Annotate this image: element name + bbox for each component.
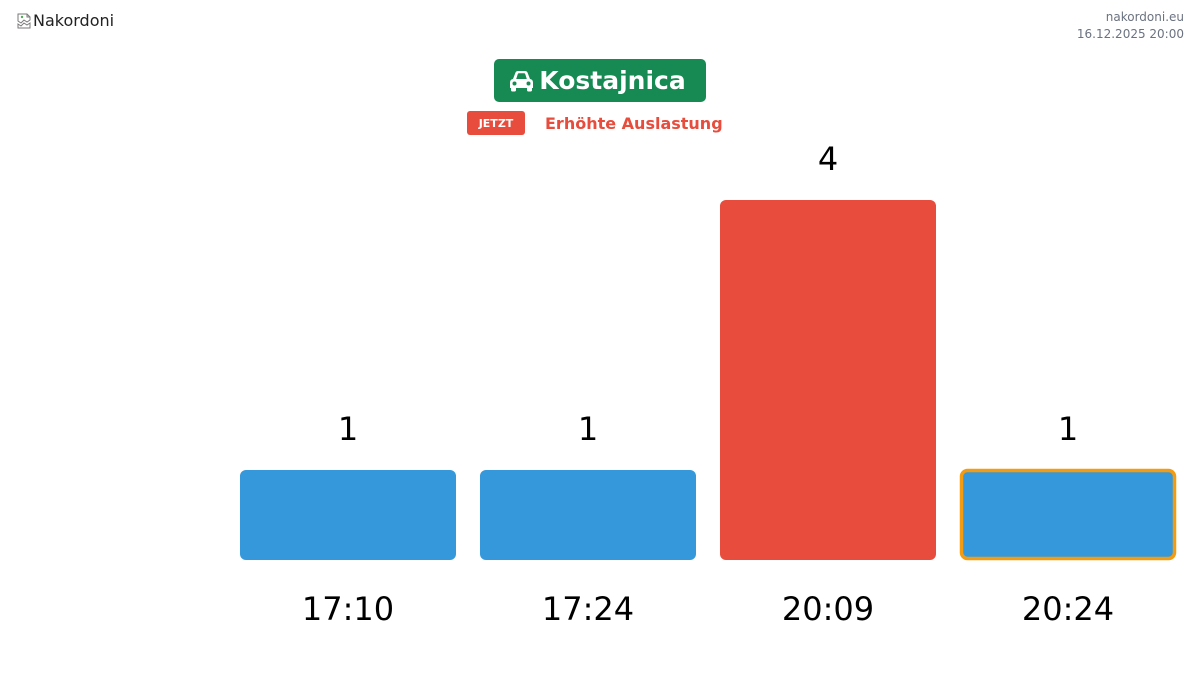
now-badge: JETZT [467, 111, 525, 135]
bar-2009[interactable] [720, 200, 936, 560]
value-label-1710: 1 [338, 410, 358, 448]
location-title-badge: Kostajnica [494, 59, 706, 102]
bar-2024[interactable] [959, 468, 1177, 561]
site-info: nakordoni.eu 16.12.2025 20:00 [1077, 9, 1184, 43]
logo[interactable]: Nakordoni [16, 11, 114, 30]
bar-1710[interactable] [240, 470, 456, 560]
time-label-2024: 20:24 [1022, 590, 1114, 628]
status-row: JETZT Erhöhte Auslastung [467, 111, 723, 135]
broken-image-icon [17, 13, 31, 28]
value-label-2009: 4 [818, 140, 838, 178]
site-name: nakordoni.eu [1105, 10, 1184, 24]
status-text: Erhöhte Auslastung [545, 113, 723, 133]
car-icon [510, 70, 534, 91]
time-label-2009: 20:09 [782, 590, 874, 628]
value-label-1724: 1 [578, 410, 598, 448]
time-label-1710: 17:10 [302, 590, 394, 628]
time-label-1724: 17:24 [542, 590, 634, 628]
value-label-2024: 1 [1058, 410, 1078, 448]
bar-1724[interactable] [480, 470, 696, 560]
logo-alt-text: Nakordoni [33, 11, 115, 30]
timestamp: 16.12.2025 20:00 [1076, 27, 1184, 41]
location-title: Kostajnica [539, 66, 686, 95]
